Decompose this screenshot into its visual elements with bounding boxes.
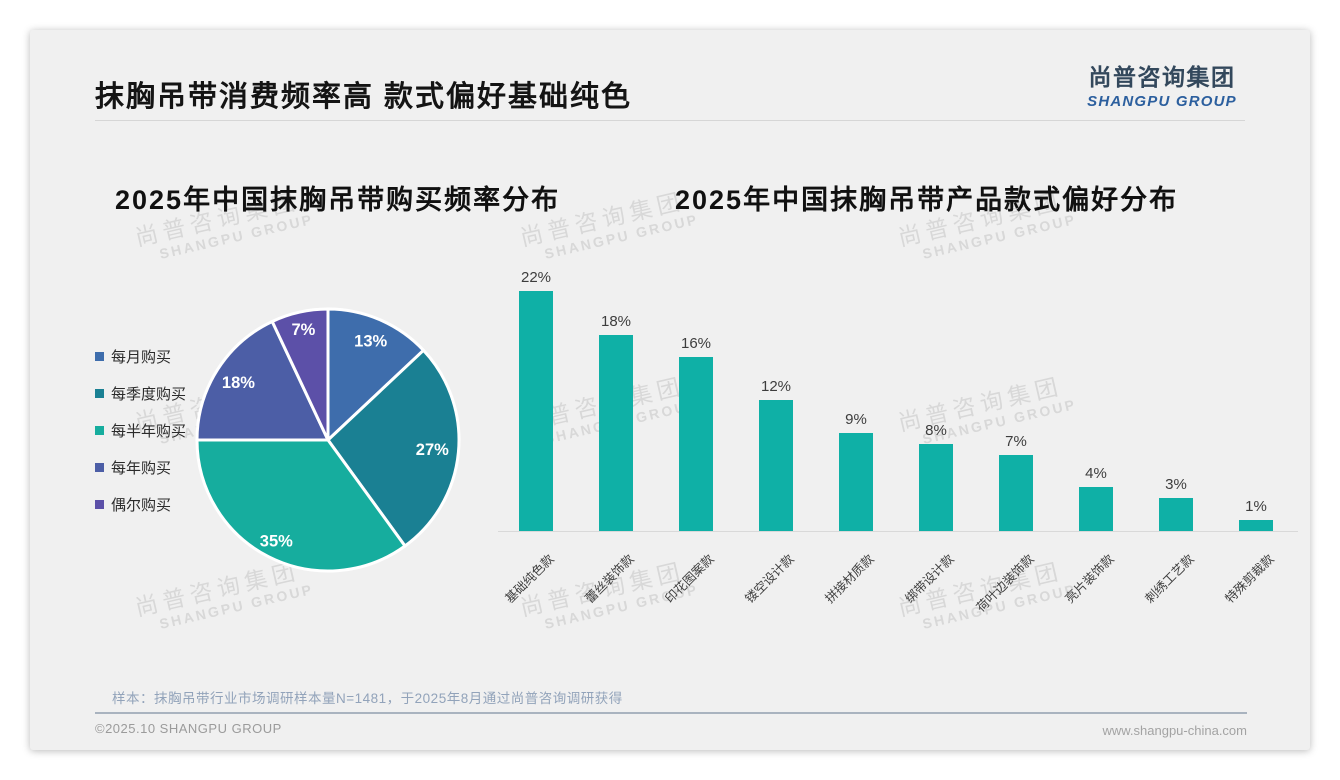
legend-label: 每季度购买 xyxy=(111,386,187,403)
bar xyxy=(1239,520,1273,531)
bar-value-label: 18% xyxy=(600,312,632,330)
bar xyxy=(599,334,633,531)
title-divider xyxy=(95,120,1245,121)
bar-chart: 22% 18% 16% 12% 9% 8% 7% 4% 3% 1% xyxy=(498,268,1308,532)
bar xyxy=(759,400,793,531)
pie-slice xyxy=(195,319,330,442)
page-title: 抹胸吊带消费频率高 款式偏好基础纯色 xyxy=(95,81,633,113)
bar xyxy=(1159,498,1193,531)
bar xyxy=(519,291,553,531)
bar xyxy=(839,432,873,531)
legend-item: 每半年购买 xyxy=(95,412,186,449)
bar-value-label: 7% xyxy=(1005,432,1027,450)
slide-card: 尚普咨询集团 SHANGPU GROUP 尚普咨询集团 SHANGPU GROUP 尚普… xyxy=(30,30,1310,750)
footer-divider xyxy=(95,712,1247,714)
pie-slice-label: 35% xyxy=(260,533,293,551)
pie-chart: 13% 27% 35% 18% 7% xyxy=(195,307,461,573)
legend-item: 每月购买 xyxy=(95,338,186,375)
legend-swatch xyxy=(95,389,104,398)
pie-slice xyxy=(326,307,425,442)
legend-label: 每半年购买 xyxy=(111,423,187,440)
bar-value-label: 12% xyxy=(760,378,792,396)
logo-english-text: SHANGPU GROUP xyxy=(1087,93,1237,110)
bar xyxy=(919,443,953,531)
legend-label: 每年购买 xyxy=(111,460,172,477)
footer-copyright: ©2025.10 SHANGPU GROUP xyxy=(95,721,282,736)
bar-value-label: 16% xyxy=(680,334,712,352)
pie-slice-label: 13% xyxy=(354,332,387,350)
footer-website: www.shangpu-china.com xyxy=(1102,723,1247,738)
legend-item: 每季度购买 xyxy=(95,375,186,412)
legend-swatch xyxy=(95,463,104,472)
bar-value-label: 8% xyxy=(925,421,947,439)
legend-swatch xyxy=(95,426,104,435)
pie-slice-label: 27% xyxy=(416,441,449,459)
pie-slice xyxy=(270,307,330,442)
company-logo: 尚普咨询集团 SHANGPU GROUP xyxy=(1082,58,1242,110)
pie-slice-label: 7% xyxy=(291,321,315,339)
legend-label: 每月购买 xyxy=(111,349,172,366)
bar-value-label: 9% xyxy=(845,410,867,428)
bar-chart-title: 2025年中国抹胸吊带产品款式偏好分布 xyxy=(675,185,1179,215)
bar-value-label: 4% xyxy=(1085,465,1107,483)
pie-slice-label: 18% xyxy=(222,374,255,392)
source-note: 样本：抹胸吊带行业市场调研样本量N=1481，于2025年8月通过尚普咨询调研获… xyxy=(112,691,623,706)
pie-slice xyxy=(326,348,461,548)
pie-legend: 每月购买每季度购买每半年购买每年购买偶尔购买 xyxy=(95,338,186,523)
bar xyxy=(999,454,1033,531)
bar-category-labels: 基础纯色款 蕾丝装饰款 印花图案款 镂空设计款 拼接材质款 绑带设计款 荷叶边装饰款 亮片装饰… xyxy=(498,541,1310,656)
bar-value-label: 3% xyxy=(1165,476,1187,494)
legend-swatch xyxy=(95,352,104,361)
legend-item: 每年购买 xyxy=(95,449,186,486)
logo-chinese-text: 尚普咨询集团 xyxy=(1088,64,1236,90)
bar xyxy=(1079,487,1113,531)
bar-value-label: 1% xyxy=(1245,498,1267,516)
legend-item: 偶尔购买 xyxy=(95,486,186,523)
pie-chart-title: 2025年中国抹胸吊带购买频率分布 xyxy=(115,185,561,215)
pie-slice xyxy=(195,438,407,573)
bar-value-label: 22% xyxy=(520,269,552,287)
bar xyxy=(679,356,713,531)
x-axis-line xyxy=(498,531,1298,532)
legend-swatch xyxy=(95,500,104,509)
legend-label: 偶尔购买 xyxy=(111,497,172,514)
